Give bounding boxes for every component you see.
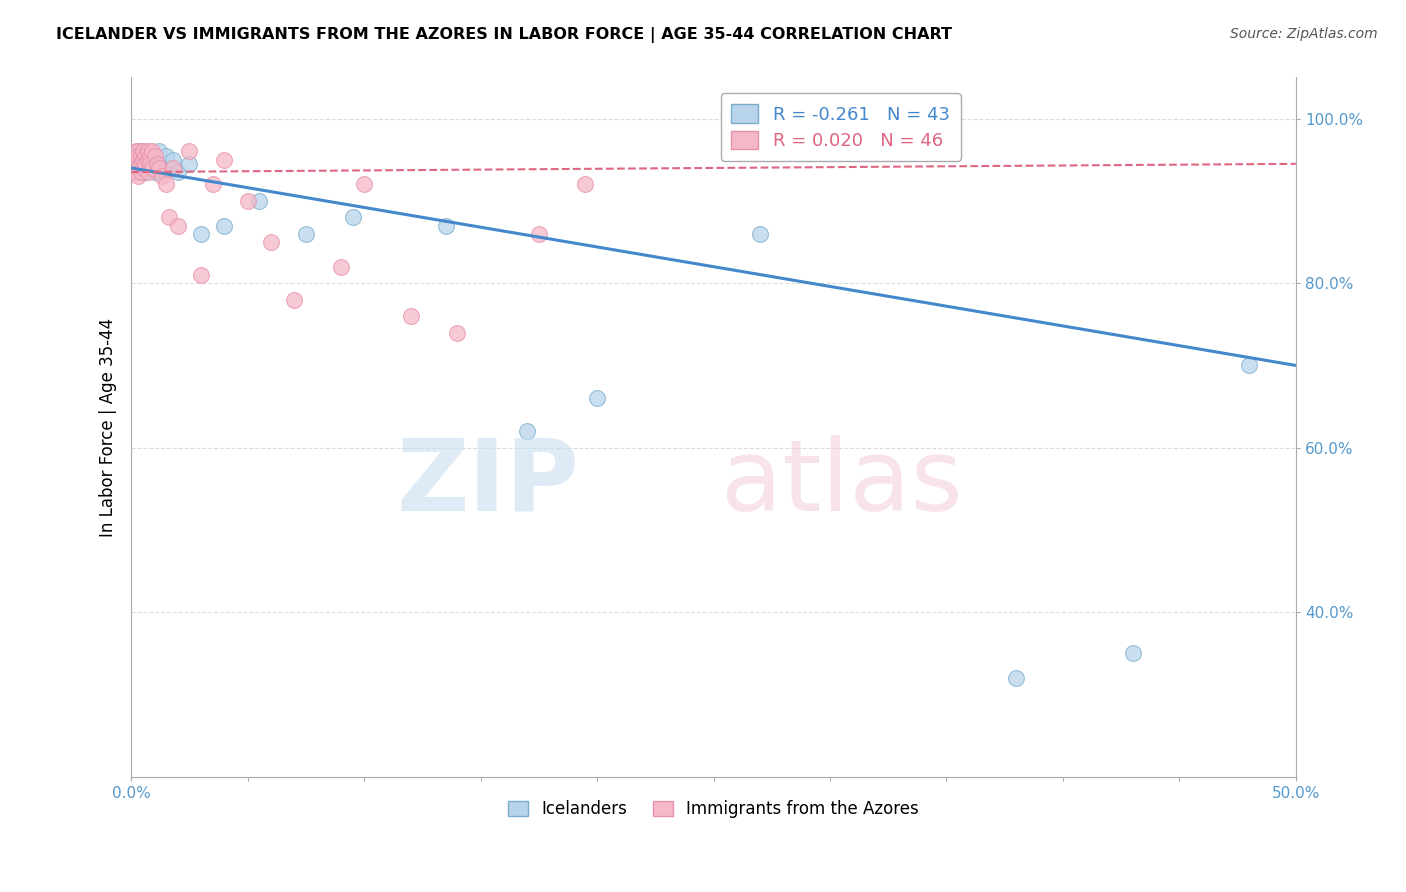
Point <box>134 148 156 162</box>
Point <box>127 165 149 179</box>
Point <box>132 153 155 167</box>
Text: atlas: atlas <box>721 434 963 532</box>
Point <box>399 309 422 323</box>
Point <box>155 148 177 162</box>
Point <box>134 157 156 171</box>
Point <box>141 161 163 175</box>
Point <box>157 211 180 225</box>
Point <box>132 161 155 175</box>
Point <box>143 148 166 162</box>
Point <box>179 145 201 159</box>
Point <box>127 145 149 159</box>
Point <box>527 227 550 241</box>
Point <box>125 153 148 167</box>
Point <box>143 165 166 179</box>
Point <box>122 157 145 171</box>
Point <box>236 194 259 208</box>
Point <box>148 161 170 175</box>
Point <box>125 165 148 179</box>
Point <box>155 178 177 192</box>
Point <box>127 157 149 171</box>
Point <box>143 148 166 162</box>
Point <box>136 145 159 159</box>
Point <box>136 165 159 179</box>
Point <box>132 161 155 175</box>
Legend: Icelanders, Immigrants from the Azores: Icelanders, Immigrants from the Azores <box>502 793 925 824</box>
Point <box>434 219 457 233</box>
Point <box>139 157 162 171</box>
Point <box>122 161 145 175</box>
Point <box>129 165 152 179</box>
Point <box>329 260 352 274</box>
Point <box>342 211 364 225</box>
Point <box>295 227 318 241</box>
Point <box>122 161 145 175</box>
Point <box>166 165 188 179</box>
Point <box>260 235 283 249</box>
Point <box>132 145 155 159</box>
Point <box>190 227 212 241</box>
Point <box>446 326 468 340</box>
Y-axis label: In Labor Force | Age 35-44: In Labor Force | Age 35-44 <box>100 318 117 537</box>
Point <box>148 145 170 159</box>
Point <box>749 227 772 241</box>
Point <box>1005 671 1028 685</box>
Point <box>125 153 148 167</box>
Point <box>136 148 159 162</box>
Point <box>139 148 162 162</box>
Point <box>586 392 609 406</box>
Point <box>125 165 148 179</box>
Point <box>179 157 201 171</box>
Point <box>141 161 163 175</box>
Text: ZIP: ZIP <box>396 434 579 532</box>
Point <box>190 268 212 282</box>
Point <box>125 157 148 171</box>
Point <box>129 157 152 171</box>
Point <box>139 153 162 167</box>
Point <box>1122 647 1144 661</box>
Point <box>129 157 152 171</box>
Point <box>134 165 156 179</box>
Text: Source: ZipAtlas.com: Source: ZipAtlas.com <box>1230 27 1378 41</box>
Point <box>127 161 149 175</box>
Point <box>516 424 538 438</box>
Point <box>127 148 149 162</box>
Point <box>283 293 305 307</box>
Point <box>122 157 145 171</box>
Point <box>247 194 270 208</box>
Point <box>214 219 236 233</box>
Point <box>129 148 152 162</box>
Point <box>201 178 224 192</box>
Point <box>162 161 184 175</box>
Point <box>1239 359 1261 373</box>
Point <box>129 165 152 179</box>
Point <box>150 165 173 179</box>
Point <box>125 145 148 159</box>
Point <box>127 153 149 167</box>
Point <box>129 148 152 162</box>
Point <box>141 145 163 159</box>
Point <box>136 153 159 167</box>
Point <box>162 153 184 167</box>
Point <box>353 178 375 192</box>
Text: ICELANDER VS IMMIGRANTS FROM THE AZORES IN LABOR FORCE | AGE 35-44 CORRELATION C: ICELANDER VS IMMIGRANTS FROM THE AZORES … <box>56 27 952 43</box>
Point <box>146 157 169 171</box>
Point <box>166 219 188 233</box>
Point <box>214 153 236 167</box>
Point <box>132 153 155 167</box>
Point <box>122 148 145 162</box>
Point <box>574 178 596 192</box>
Point <box>139 157 162 171</box>
Point <box>157 161 180 175</box>
Point <box>127 145 149 159</box>
Point <box>150 169 173 184</box>
Point <box>146 157 169 171</box>
Point <box>132 145 155 159</box>
Point <box>127 169 149 184</box>
Point <box>134 157 156 171</box>
